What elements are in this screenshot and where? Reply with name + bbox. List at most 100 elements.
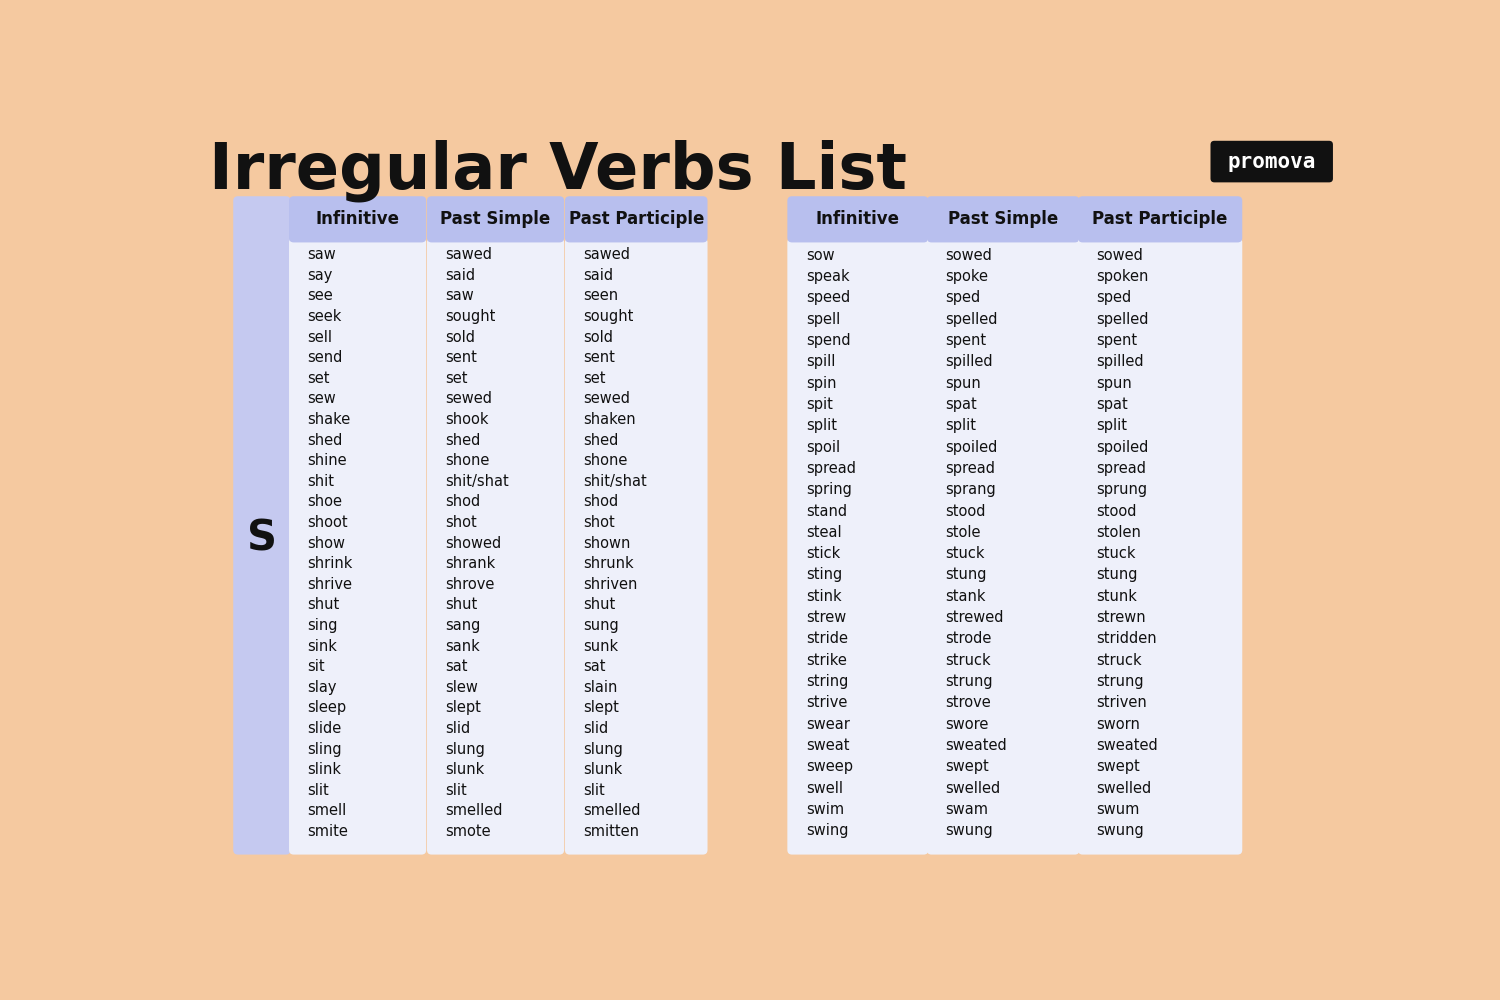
Text: shit/shat: shit/shat — [446, 474, 510, 489]
Text: shoe: shoe — [308, 494, 342, 509]
Text: sped: sped — [1096, 290, 1132, 305]
Text: showed: showed — [446, 536, 503, 551]
Text: slain: slain — [584, 680, 618, 695]
Text: shed: shed — [446, 433, 482, 448]
Text: striven: striven — [1096, 695, 1148, 710]
Text: spoiled: spoiled — [945, 440, 998, 455]
Text: slit: slit — [308, 783, 330, 798]
FancyBboxPatch shape — [427, 196, 564, 242]
Text: shaken: shaken — [584, 412, 636, 427]
Text: swum: swum — [1096, 802, 1140, 817]
Text: sprang: sprang — [945, 482, 996, 497]
Text: say: say — [308, 268, 333, 283]
Text: speak: speak — [806, 269, 849, 284]
Text: sink: sink — [308, 639, 338, 654]
Text: sow: sow — [806, 248, 834, 263]
Text: spend: spend — [806, 333, 850, 348]
Text: smelled: smelled — [446, 803, 503, 818]
FancyBboxPatch shape — [290, 238, 426, 855]
FancyBboxPatch shape — [427, 238, 564, 855]
Text: shut: shut — [446, 597, 478, 612]
Text: swept: swept — [945, 759, 988, 774]
Text: stink: stink — [806, 589, 842, 604]
Text: stank: stank — [945, 589, 986, 604]
Text: strung: strung — [945, 674, 993, 689]
Text: sent: sent — [584, 350, 615, 365]
Text: sought: sought — [584, 309, 634, 324]
Text: shod: shod — [446, 494, 482, 509]
FancyBboxPatch shape — [788, 238, 928, 855]
Text: swelled: swelled — [945, 781, 1000, 796]
Text: spent: spent — [1096, 333, 1137, 348]
Text: stunk: stunk — [1096, 589, 1137, 604]
Text: sit: sit — [308, 659, 326, 674]
Text: swelled: swelled — [1096, 781, 1152, 796]
Text: spilled: spilled — [1096, 354, 1144, 369]
Text: sold: sold — [446, 330, 476, 345]
Text: slunk: slunk — [584, 762, 622, 777]
Text: sawed: sawed — [584, 247, 630, 262]
Text: sling: sling — [308, 742, 342, 757]
Text: set: set — [446, 371, 468, 386]
Text: slung: slung — [446, 742, 486, 757]
Text: smite: smite — [308, 824, 348, 839]
Text: seen: seen — [584, 288, 618, 303]
Text: spun: spun — [945, 376, 981, 391]
Text: sell: sell — [308, 330, 333, 345]
Text: slung: slung — [584, 742, 624, 757]
Text: split: split — [945, 418, 976, 433]
Text: promova: promova — [1227, 152, 1316, 172]
Text: seek: seek — [308, 309, 342, 324]
Text: sawed: sawed — [446, 247, 492, 262]
Text: swung: swung — [945, 823, 993, 838]
FancyBboxPatch shape — [927, 196, 1080, 242]
Text: slew: slew — [446, 680, 478, 695]
Text: strung: strung — [1096, 674, 1144, 689]
Text: shrive: shrive — [308, 577, 352, 592]
Text: slid: slid — [584, 721, 609, 736]
Text: stung: stung — [945, 567, 987, 582]
Text: swore: swore — [945, 717, 988, 732]
Text: slit: slit — [446, 783, 468, 798]
Text: sting: sting — [806, 567, 842, 582]
Text: shone: shone — [446, 453, 491, 468]
Text: spent: spent — [945, 333, 987, 348]
Text: swear: swear — [806, 717, 850, 732]
Text: send: send — [308, 350, 344, 365]
FancyBboxPatch shape — [566, 238, 708, 855]
Text: slit: slit — [584, 783, 606, 798]
Text: stuck: stuck — [945, 546, 986, 561]
Text: sank: sank — [446, 639, 480, 654]
Text: spelled: spelled — [945, 312, 998, 327]
Text: Infinitive: Infinitive — [315, 210, 399, 228]
Text: sleep: sleep — [308, 700, 347, 715]
Text: sweep: sweep — [806, 759, 853, 774]
Text: strike: strike — [806, 653, 847, 668]
Text: stood: stood — [945, 504, 986, 519]
Text: slink: slink — [308, 762, 342, 777]
Text: said: said — [446, 268, 476, 283]
Text: steal: steal — [806, 525, 842, 540]
Text: slid: slid — [446, 721, 471, 736]
Text: strewed: strewed — [945, 610, 1004, 625]
Text: spill: spill — [806, 354, 836, 369]
Text: spat: spat — [945, 397, 976, 412]
Text: stood: stood — [1096, 504, 1137, 519]
Text: sunk: sunk — [584, 639, 618, 654]
FancyBboxPatch shape — [1210, 141, 1334, 182]
Text: Irregular Verbs List: Irregular Verbs List — [209, 139, 908, 202]
FancyBboxPatch shape — [290, 196, 426, 242]
Text: shut: shut — [308, 597, 340, 612]
Text: sowed: sowed — [1096, 248, 1143, 263]
Text: spread: spread — [945, 461, 996, 476]
Text: shrink: shrink — [308, 556, 352, 571]
Text: shone: shone — [584, 453, 628, 468]
Text: spilled: spilled — [945, 354, 993, 369]
Text: stridden: stridden — [1096, 631, 1156, 646]
Text: shit/shat: shit/shat — [584, 474, 648, 489]
Text: Past Simple: Past Simple — [441, 210, 550, 228]
Text: shrank: shrank — [446, 556, 497, 571]
Text: spun: spun — [1096, 376, 1132, 391]
FancyBboxPatch shape — [1078, 196, 1242, 242]
Text: sung: sung — [584, 618, 620, 633]
